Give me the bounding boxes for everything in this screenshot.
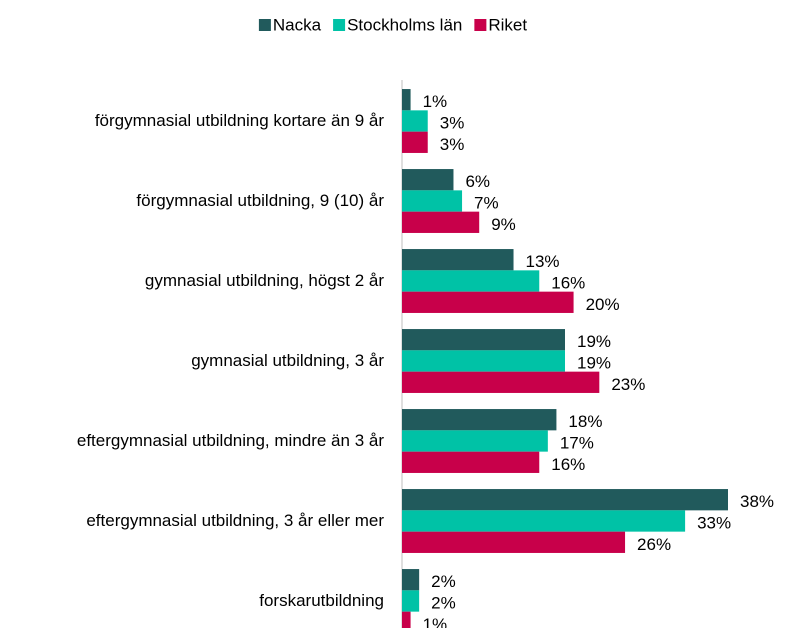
data-label: 16% <box>551 455 585 474</box>
data-label: 18% <box>568 412 602 431</box>
bar <box>402 350 565 372</box>
data-label: 16% <box>551 273 585 292</box>
category-label: förgymnasial utbildning, 9 (10) år <box>136 191 384 210</box>
bar <box>402 371 600 393</box>
data-label: 1% <box>423 615 448 628</box>
data-label: 3% <box>440 113 465 132</box>
legend-swatch <box>474 19 487 31</box>
data-label: 1% <box>423 92 448 111</box>
bar <box>402 190 463 212</box>
data-label: 3% <box>440 135 465 154</box>
data-label: 33% <box>697 513 731 532</box>
bar <box>402 131 428 153</box>
bar <box>402 590 420 612</box>
data-label: 26% <box>637 535 671 554</box>
bar <box>402 489 728 511</box>
bar <box>402 110 428 132</box>
legend-swatch <box>258 19 271 31</box>
bar <box>402 409 557 431</box>
legend-label: Stockholms län <box>347 15 462 34</box>
legend-swatch <box>333 19 346 31</box>
data-label: 38% <box>740 492 774 511</box>
bar <box>402 569 420 591</box>
data-label: 19% <box>577 353 611 372</box>
bar <box>402 89 411 111</box>
data-label: 20% <box>586 295 620 314</box>
category-label: förgymnasial utbildning kortare än 9 år <box>94 111 384 130</box>
data-label: 13% <box>526 252 560 271</box>
bar <box>402 451 540 473</box>
category-label: forskarutbildning <box>259 591 384 610</box>
category-label: eftergymnasial utbildning, mindre än 3 å… <box>76 431 384 450</box>
data-label: 17% <box>560 433 594 452</box>
category-label: gymnasial utbildning, 3 år <box>191 351 384 370</box>
bar <box>402 249 514 271</box>
bar <box>402 531 626 553</box>
legend-label: Riket <box>488 15 527 34</box>
data-label: 9% <box>491 215 516 234</box>
legend-label: Nacka <box>273 15 322 34</box>
data-label: 2% <box>431 572 456 591</box>
bar <box>402 211 480 233</box>
data-label: 6% <box>465 172 490 191</box>
data-label: 2% <box>431 593 456 612</box>
bar <box>402 291 574 313</box>
bar <box>402 329 565 351</box>
bar <box>402 270 540 292</box>
bar <box>402 510 686 532</box>
data-label: 7% <box>474 193 499 212</box>
data-label: 19% <box>577 332 611 351</box>
bar <box>402 169 454 191</box>
data-label: 23% <box>611 375 645 394</box>
bar <box>402 611 411 628</box>
category-label: gymnasial utbildning, högst 2 år <box>144 271 384 290</box>
bar <box>402 430 548 452</box>
category-label: eftergymnasial utbildning, 3 år eller me… <box>86 511 384 530</box>
